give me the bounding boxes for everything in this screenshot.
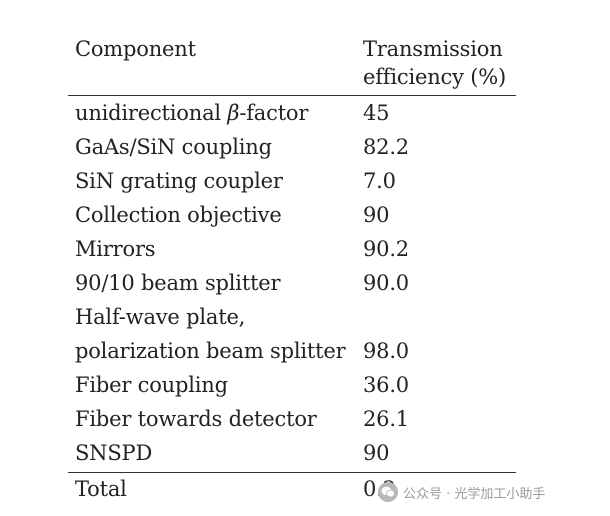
table-row-value: 90	[363, 203, 390, 227]
header-efficiency-line1: Transmission	[363, 37, 503, 61]
table-row-component: unidirectional β-factor	[75, 101, 309, 125]
watermark: 公众号 · 光学加工小助手	[378, 479, 545, 505]
wechat-icon	[378, 482, 398, 502]
table-row-value: 90	[363, 441, 390, 465]
table-row-component: Fiber towards detector	[75, 407, 317, 431]
table-row-value: 36.0	[363, 373, 409, 397]
header-component: Component	[75, 37, 196, 61]
table-row-value: 7.0	[363, 169, 396, 193]
table-row-component: 90/10 beam splitter	[75, 271, 281, 295]
header-efficiency-line2: efficiency (%)	[363, 65, 506, 89]
table-row-component: SiN grating coupler	[75, 169, 283, 193]
table-row-value: 90.2	[363, 237, 409, 261]
table-row-value: 45	[363, 101, 390, 125]
table-row-value: 82.2	[363, 135, 409, 159]
header-rule	[68, 95, 516, 96]
table-row-component-line2: polarization beam splitter	[75, 339, 346, 363]
table-row-component: SNSPD	[75, 441, 153, 465]
table-row-component: GaAs/SiN coupling	[75, 135, 272, 159]
table-row-value: 98.0	[363, 339, 409, 363]
table-row-component: Fiber coupling	[75, 373, 228, 397]
table-row-value: 90.0	[363, 271, 409, 295]
total-rule	[68, 472, 516, 473]
total-label: Total	[75, 477, 127, 501]
table-row-component: Mirrors	[75, 237, 156, 261]
table-row-value: 26.1	[363, 407, 409, 431]
watermark-text: 公众号 · 光学加工小助手	[403, 486, 546, 502]
table-row-component-line1: Half-wave plate,	[75, 305, 246, 329]
table-row-component: Collection objective	[75, 203, 282, 227]
